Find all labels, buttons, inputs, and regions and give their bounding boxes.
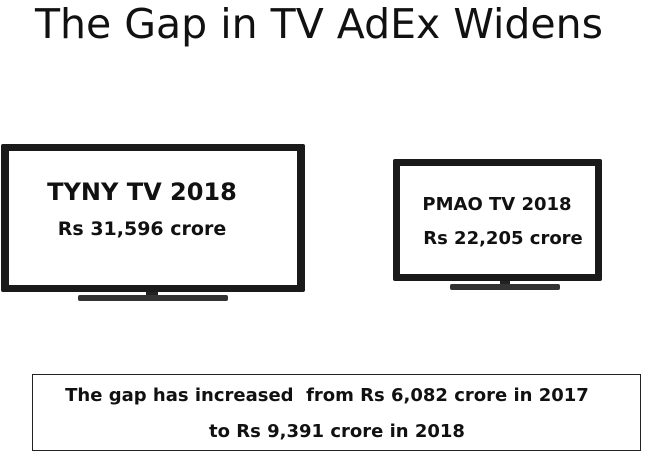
note-box: The gap has increased from Rs 6,082 cror…: [32, 374, 641, 451]
tv-small: PMAO TV 2018 Rs 22,205 crore: [393, 159, 602, 290]
tv-value: Rs 22,205 crore: [423, 228, 583, 249]
title: The Gap in TV AdEx Widens: [34, 0, 603, 48]
tv-label: PMAO TV 2018: [422, 194, 571, 215]
note-line: to Rs 9,391 crore in 2018: [209, 421, 465, 442]
tv-value: Rs 31,596 crore: [58, 218, 226, 240]
tv-large: TYNY TV 2018 Rs 31,596 crore: [1, 144, 305, 301]
tv-label: TYNY TV 2018: [47, 178, 237, 206]
note-line: The gap has increased from Rs 6,082 cror…: [65, 385, 589, 406]
